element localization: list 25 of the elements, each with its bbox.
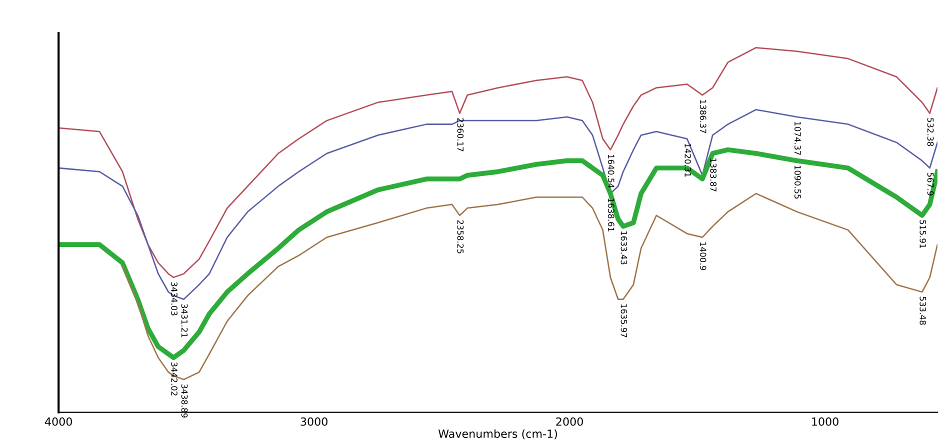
x-tick-label: 3000 <box>300 417 328 426</box>
annotation: 1074.37 <box>794 122 801 155</box>
x-tick-label: 2000 <box>556 417 583 426</box>
annotation: 515.91 <box>920 220 926 248</box>
annotation: 2358.25 <box>457 220 464 254</box>
annotation: 3434.03 <box>171 282 178 316</box>
annotation: 1633.43 <box>620 231 628 264</box>
annotation: 533.48 <box>920 296 926 325</box>
annotation: 3442.02 <box>171 362 178 396</box>
annotation: 2360.17 <box>457 118 464 152</box>
annotation: 1386.37 <box>700 100 706 133</box>
annotation: 567.9 <box>927 172 934 196</box>
annotation: 532.38 <box>927 118 934 146</box>
x-axis-title: Wavenumbers (cm-1) <box>438 429 557 440</box>
x-tick-label: 4000 <box>44 417 72 426</box>
x-tick-label: 1000 <box>812 417 838 426</box>
annotation: 1635.97 <box>620 304 628 338</box>
annotation: 1090.55 <box>794 166 801 199</box>
annotation: 1640.54 <box>608 154 614 188</box>
annotation: 3438.89 <box>181 384 188 418</box>
annotation: 3431.21 <box>181 304 188 338</box>
annotation: 1420.31 <box>684 144 691 177</box>
annotation: 1638.61 <box>608 198 614 232</box>
annotation: 1383.87 <box>710 158 717 192</box>
annotation: 1400.9 <box>700 242 706 270</box>
